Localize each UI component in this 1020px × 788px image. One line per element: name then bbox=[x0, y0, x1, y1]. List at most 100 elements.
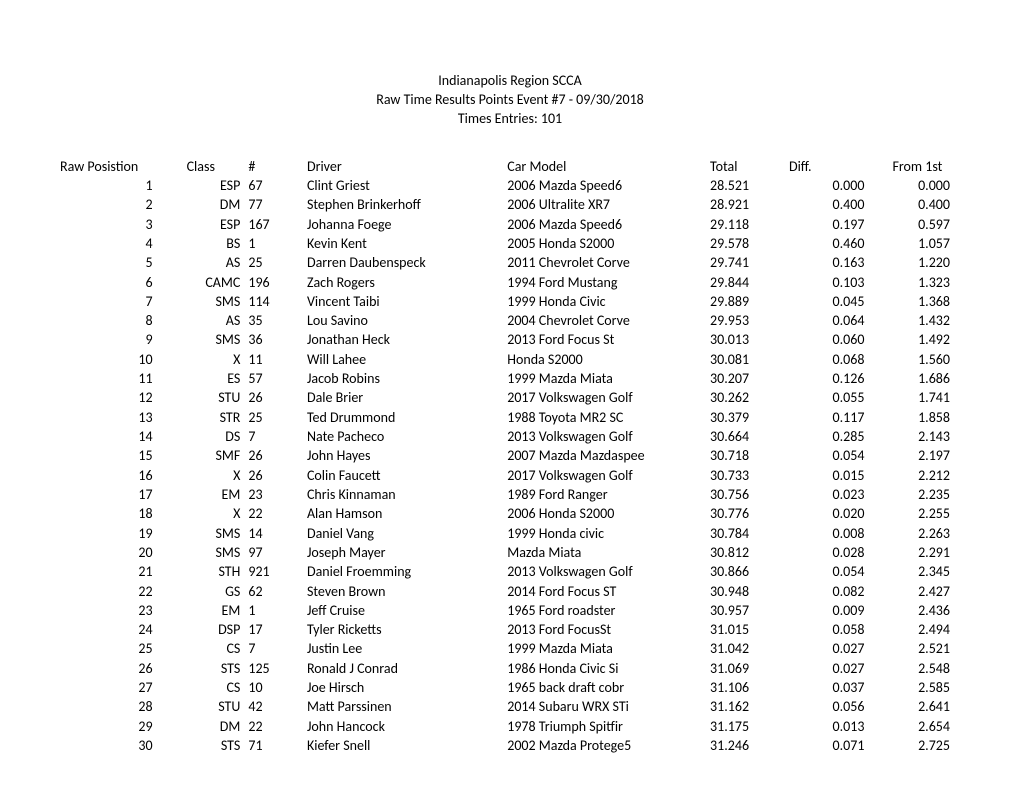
cell-number: 62 bbox=[246, 582, 299, 601]
cell-total: 30.812 bbox=[710, 543, 789, 562]
cell-total: 30.733 bbox=[710, 466, 789, 485]
cell-car: 2006 Mazda Speed6 bbox=[507, 215, 710, 234]
table-row: 24DSP17Tyler Ricketts2013 Ford FocusSt31… bbox=[60, 620, 960, 639]
cell-number: 36 bbox=[246, 330, 299, 349]
cell-position: 6 bbox=[60, 273, 181, 292]
table-row: 14DS7Nate Pacheco2013 Volkswagen Golf30.… bbox=[60, 427, 960, 446]
cell-total: 31.069 bbox=[710, 659, 789, 678]
cell-car: 2014 Subaru WRX STi bbox=[507, 697, 710, 716]
cell-position: 29 bbox=[60, 717, 181, 736]
results-table: Raw Posistion Class # Driver Car Model T… bbox=[60, 157, 960, 756]
cell-car: Mazda Miata bbox=[507, 543, 710, 562]
cell-driver: John Hancock bbox=[299, 717, 507, 736]
table-row: 1ESP67Clint Griest2006 Mazda Speed628.52… bbox=[60, 176, 960, 195]
cell-total: 30.948 bbox=[710, 582, 789, 601]
cell-class: SMS bbox=[181, 330, 247, 349]
cell-driver: Matt Parssinen bbox=[299, 697, 507, 716]
table-row: 17EM23Chris Kinnaman1989 Ford Ranger30.7… bbox=[60, 485, 960, 504]
cell-from1st: 2.143 bbox=[874, 427, 960, 446]
cell-car: 2017 Volkswagen Golf bbox=[507, 388, 710, 407]
cell-position: 5 bbox=[60, 253, 181, 272]
cell-from1st: 1.858 bbox=[874, 408, 960, 427]
cell-position: 19 bbox=[60, 524, 181, 543]
cell-number: 7 bbox=[246, 639, 299, 658]
cell-car: 1994 Ford Mustang bbox=[507, 273, 710, 292]
cell-diff: 0.197 bbox=[789, 215, 875, 234]
cell-diff: 0.060 bbox=[789, 330, 875, 349]
cell-class: CAMC bbox=[181, 273, 247, 292]
cell-diff: 0.008 bbox=[789, 524, 875, 543]
cell-diff: 0.082 bbox=[789, 582, 875, 601]
cell-number: 22 bbox=[246, 504, 299, 523]
cell-diff: 0.013 bbox=[789, 717, 875, 736]
cell-position: 13 bbox=[60, 408, 181, 427]
cell-total: 29.741 bbox=[710, 253, 789, 272]
cell-position: 28 bbox=[60, 697, 181, 716]
cell-class: EM bbox=[181, 601, 247, 620]
cell-diff: 0.045 bbox=[789, 292, 875, 311]
cell-from1st: 2.212 bbox=[874, 466, 960, 485]
table-row: 29DM22John Hancock1978 Triumph Spitfir31… bbox=[60, 717, 960, 736]
cell-number: 14 bbox=[246, 524, 299, 543]
table-row: 8AS35Lou Savino2004 Chevrolet Corve29.95… bbox=[60, 311, 960, 330]
cell-from1st: 1.560 bbox=[874, 350, 960, 369]
cell-diff: 0.054 bbox=[789, 562, 875, 581]
cell-car: 2002 Mazda Protege5 bbox=[507, 736, 710, 755]
cell-position: 3 bbox=[60, 215, 181, 234]
cell-position: 14 bbox=[60, 427, 181, 446]
cell-from1st: 2.255 bbox=[874, 504, 960, 523]
cell-car: 2017 Volkswagen Golf bbox=[507, 466, 710, 485]
cell-driver: Daniel Vang bbox=[299, 524, 507, 543]
cell-driver: Zach Rogers bbox=[299, 273, 507, 292]
cell-class: STR bbox=[181, 408, 247, 427]
table-row: 4BS1Kevin Kent2005 Honda S200029.5780.46… bbox=[60, 234, 960, 253]
table-row: 3ESP167Johanna Foege2006 Mazda Speed629.… bbox=[60, 215, 960, 234]
cell-number: 77 bbox=[246, 195, 299, 214]
cell-position: 18 bbox=[60, 504, 181, 523]
cell-number: 114 bbox=[246, 292, 299, 311]
cell-position: 7 bbox=[60, 292, 181, 311]
cell-number: 35 bbox=[246, 311, 299, 330]
cell-total: 30.957 bbox=[710, 601, 789, 620]
cell-car: 2013 Volkswagen Golf bbox=[507, 562, 710, 581]
cell-position: 30 bbox=[60, 736, 181, 755]
cell-total: 30.718 bbox=[710, 446, 789, 465]
table-row: 26STS125Ronald J Conrad1986 Honda Civic … bbox=[60, 659, 960, 678]
title-line-1: Indianapolis Region SCCA bbox=[60, 72, 960, 91]
cell-number: 25 bbox=[246, 408, 299, 427]
cell-from1st: 2.725 bbox=[874, 736, 960, 755]
cell-total: 30.784 bbox=[710, 524, 789, 543]
cell-class: SMF bbox=[181, 446, 247, 465]
cell-driver: Clint Griest bbox=[299, 176, 507, 195]
cell-total: 30.664 bbox=[710, 427, 789, 446]
cell-position: 11 bbox=[60, 369, 181, 388]
cell-driver: Tyler Ricketts bbox=[299, 620, 507, 639]
table-row: 21STH921Daniel Froemming2013 Volkswagen … bbox=[60, 562, 960, 581]
cell-car: 1989 Ford Ranger bbox=[507, 485, 710, 504]
cell-total: 31.246 bbox=[710, 736, 789, 755]
cell-diff: 0.460 bbox=[789, 234, 875, 253]
header-row: Raw Posistion Class # Driver Car Model T… bbox=[60, 157, 960, 176]
cell-position: 15 bbox=[60, 446, 181, 465]
cell-diff: 0.054 bbox=[789, 446, 875, 465]
cell-class: EM bbox=[181, 485, 247, 504]
table-row: 7SMS114Vincent Taibi1999 Honda Civic29.8… bbox=[60, 292, 960, 311]
cell-position: 27 bbox=[60, 678, 181, 697]
cell-position: 17 bbox=[60, 485, 181, 504]
cell-diff: 0.117 bbox=[789, 408, 875, 427]
col-header-position: Raw Posistion bbox=[60, 157, 181, 176]
cell-class: CS bbox=[181, 678, 247, 697]
cell-diff: 0.163 bbox=[789, 253, 875, 272]
cell-total: 30.262 bbox=[710, 388, 789, 407]
table-row: 10X11Will LaheeHonda S200030.0810.0681.5… bbox=[60, 350, 960, 369]
cell-car: 2004 Chevrolet Corve bbox=[507, 311, 710, 330]
cell-driver: Ronald J Conrad bbox=[299, 659, 507, 678]
cell-total: 29.889 bbox=[710, 292, 789, 311]
cell-diff: 0.009 bbox=[789, 601, 875, 620]
cell-number: 125 bbox=[246, 659, 299, 678]
cell-from1st: 1.741 bbox=[874, 388, 960, 407]
cell-from1st: 2.427 bbox=[874, 582, 960, 601]
cell-total: 31.162 bbox=[710, 697, 789, 716]
cell-diff: 0.126 bbox=[789, 369, 875, 388]
document-header: Indianapolis Region SCCA Raw Time Result… bbox=[60, 72, 960, 129]
